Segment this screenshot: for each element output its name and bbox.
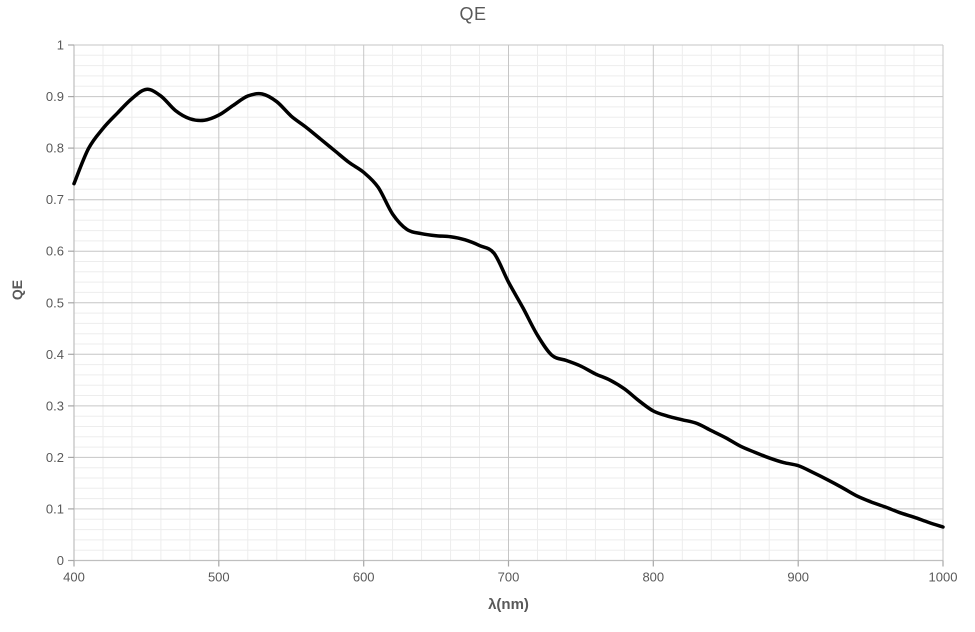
x-tick-label: 1000 — [929, 570, 958, 585]
y-tick-label: 0.9 — [46, 89, 64, 104]
x-tick-label: 700 — [498, 570, 520, 585]
x-tick-label: 500 — [208, 570, 230, 585]
x-tick-labels: 400 500 600 700 800 900 1000 — [63, 570, 957, 585]
y-tick-label: 0.5 — [46, 295, 64, 310]
y-tick-label: 0.6 — [46, 244, 64, 259]
x-tick-label: 800 — [642, 570, 664, 585]
y-tick-label: 0.8 — [46, 141, 64, 156]
y-tick-label: 1 — [57, 38, 64, 53]
y-tick-labels: 0 0.1 0.2 0.3 0.4 0.5 0.6 0.7 0.8 0.9 1 — [46, 38, 64, 569]
x-axis-title: λ(nm) — [488, 596, 529, 613]
y-tick-label: 0.3 — [46, 398, 64, 413]
x-tick-label: 400 — [63, 570, 85, 585]
tick-marks — [68, 44, 944, 567]
y-tick-label: 0.4 — [46, 347, 64, 362]
series — [72, 87, 945, 529]
chart-title: QE — [459, 4, 487, 24]
y-tick-label: 0.2 — [46, 450, 64, 465]
major-gridlines — [73, 44, 944, 561]
y-tick-label: 0.7 — [46, 192, 64, 207]
y-tick-label: 0 — [57, 553, 64, 568]
x-tick-label: 900 — [787, 570, 809, 585]
qe-curve — [72, 87, 945, 529]
x-tick-label: 600 — [353, 570, 375, 585]
y-tick-label: 0.1 — [46, 502, 64, 517]
